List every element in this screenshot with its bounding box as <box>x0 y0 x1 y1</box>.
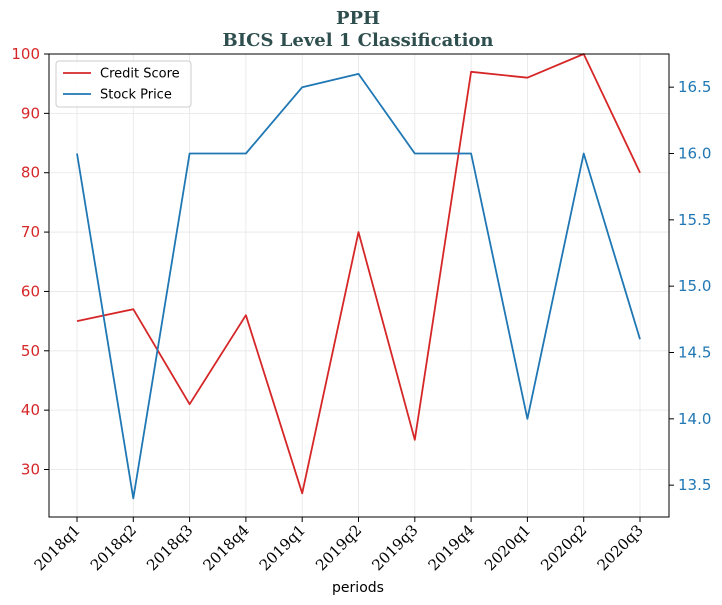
x-tick-label: 2018q1 <box>31 521 84 574</box>
left-y-tick-label: 70 <box>21 223 40 241</box>
legend-label: Credit Score <box>100 67 180 82</box>
legend-label: Stock Price <box>100 88 172 103</box>
x-tick-label: 2020q2 <box>537 521 590 574</box>
left-y-axis: 30 40 50 60 70 80 90 100 <box>11 45 49 479</box>
right-y-tick-label: 16.5 <box>678 78 711 96</box>
left-y-tick-label: 40 <box>21 401 40 419</box>
series-line-stock-price <box>76 73 641 500</box>
right-y-tick-label: 15.0 <box>678 277 711 295</box>
chart-title: PPH <box>336 8 380 29</box>
right-y-tick-label: 13.5 <box>678 476 711 494</box>
x-tick-label: 2020q1 <box>481 521 534 574</box>
left-y-tick-label: 30 <box>21 461 40 479</box>
left-y-tick-label: 90 <box>21 104 40 122</box>
series-layer <box>76 53 641 500</box>
right-y-tick-label: 16.0 <box>678 144 711 162</box>
x-tick-label: 2020q3 <box>594 521 647 574</box>
grid <box>49 53 669 517</box>
right-y-tick-label: 14.0 <box>678 410 711 428</box>
series-line-credit-score <box>76 53 641 495</box>
x-tick-label: 2019q1 <box>256 521 309 574</box>
legend: Credit Score Stock Price <box>55 60 192 108</box>
right-y-tick-label: 15.5 <box>678 211 711 229</box>
x-tick-label: 2018q4 <box>199 521 252 574</box>
left-y-tick-label: 50 <box>21 342 40 360</box>
left-y-tick-label: 100 <box>11 45 40 63</box>
x-tick-label: 2019q4 <box>425 521 478 574</box>
right-y-axis: 13.5 14.0 14.5 15.0 15.5 16.0 16.5 <box>669 78 711 494</box>
x-tick-label: 2018q3 <box>143 521 196 574</box>
left-y-tick-label: 80 <box>21 164 40 182</box>
x-tick-label: 2019q3 <box>368 521 421 574</box>
left-y-tick-label: 60 <box>21 282 40 300</box>
right-y-tick-label: 14.5 <box>678 343 711 361</box>
x-tick-label: 2018q2 <box>87 521 140 574</box>
chart-subtitle: BICS Level 1 Classification <box>222 30 493 51</box>
x-tick-label: 2019q2 <box>312 521 365 574</box>
x-axis: 2018q1 2018q2 2018q3 2018q4 2019q1 2019q2 2019… <box>31 517 647 574</box>
x-axis-label: periods <box>332 580 384 596</box>
